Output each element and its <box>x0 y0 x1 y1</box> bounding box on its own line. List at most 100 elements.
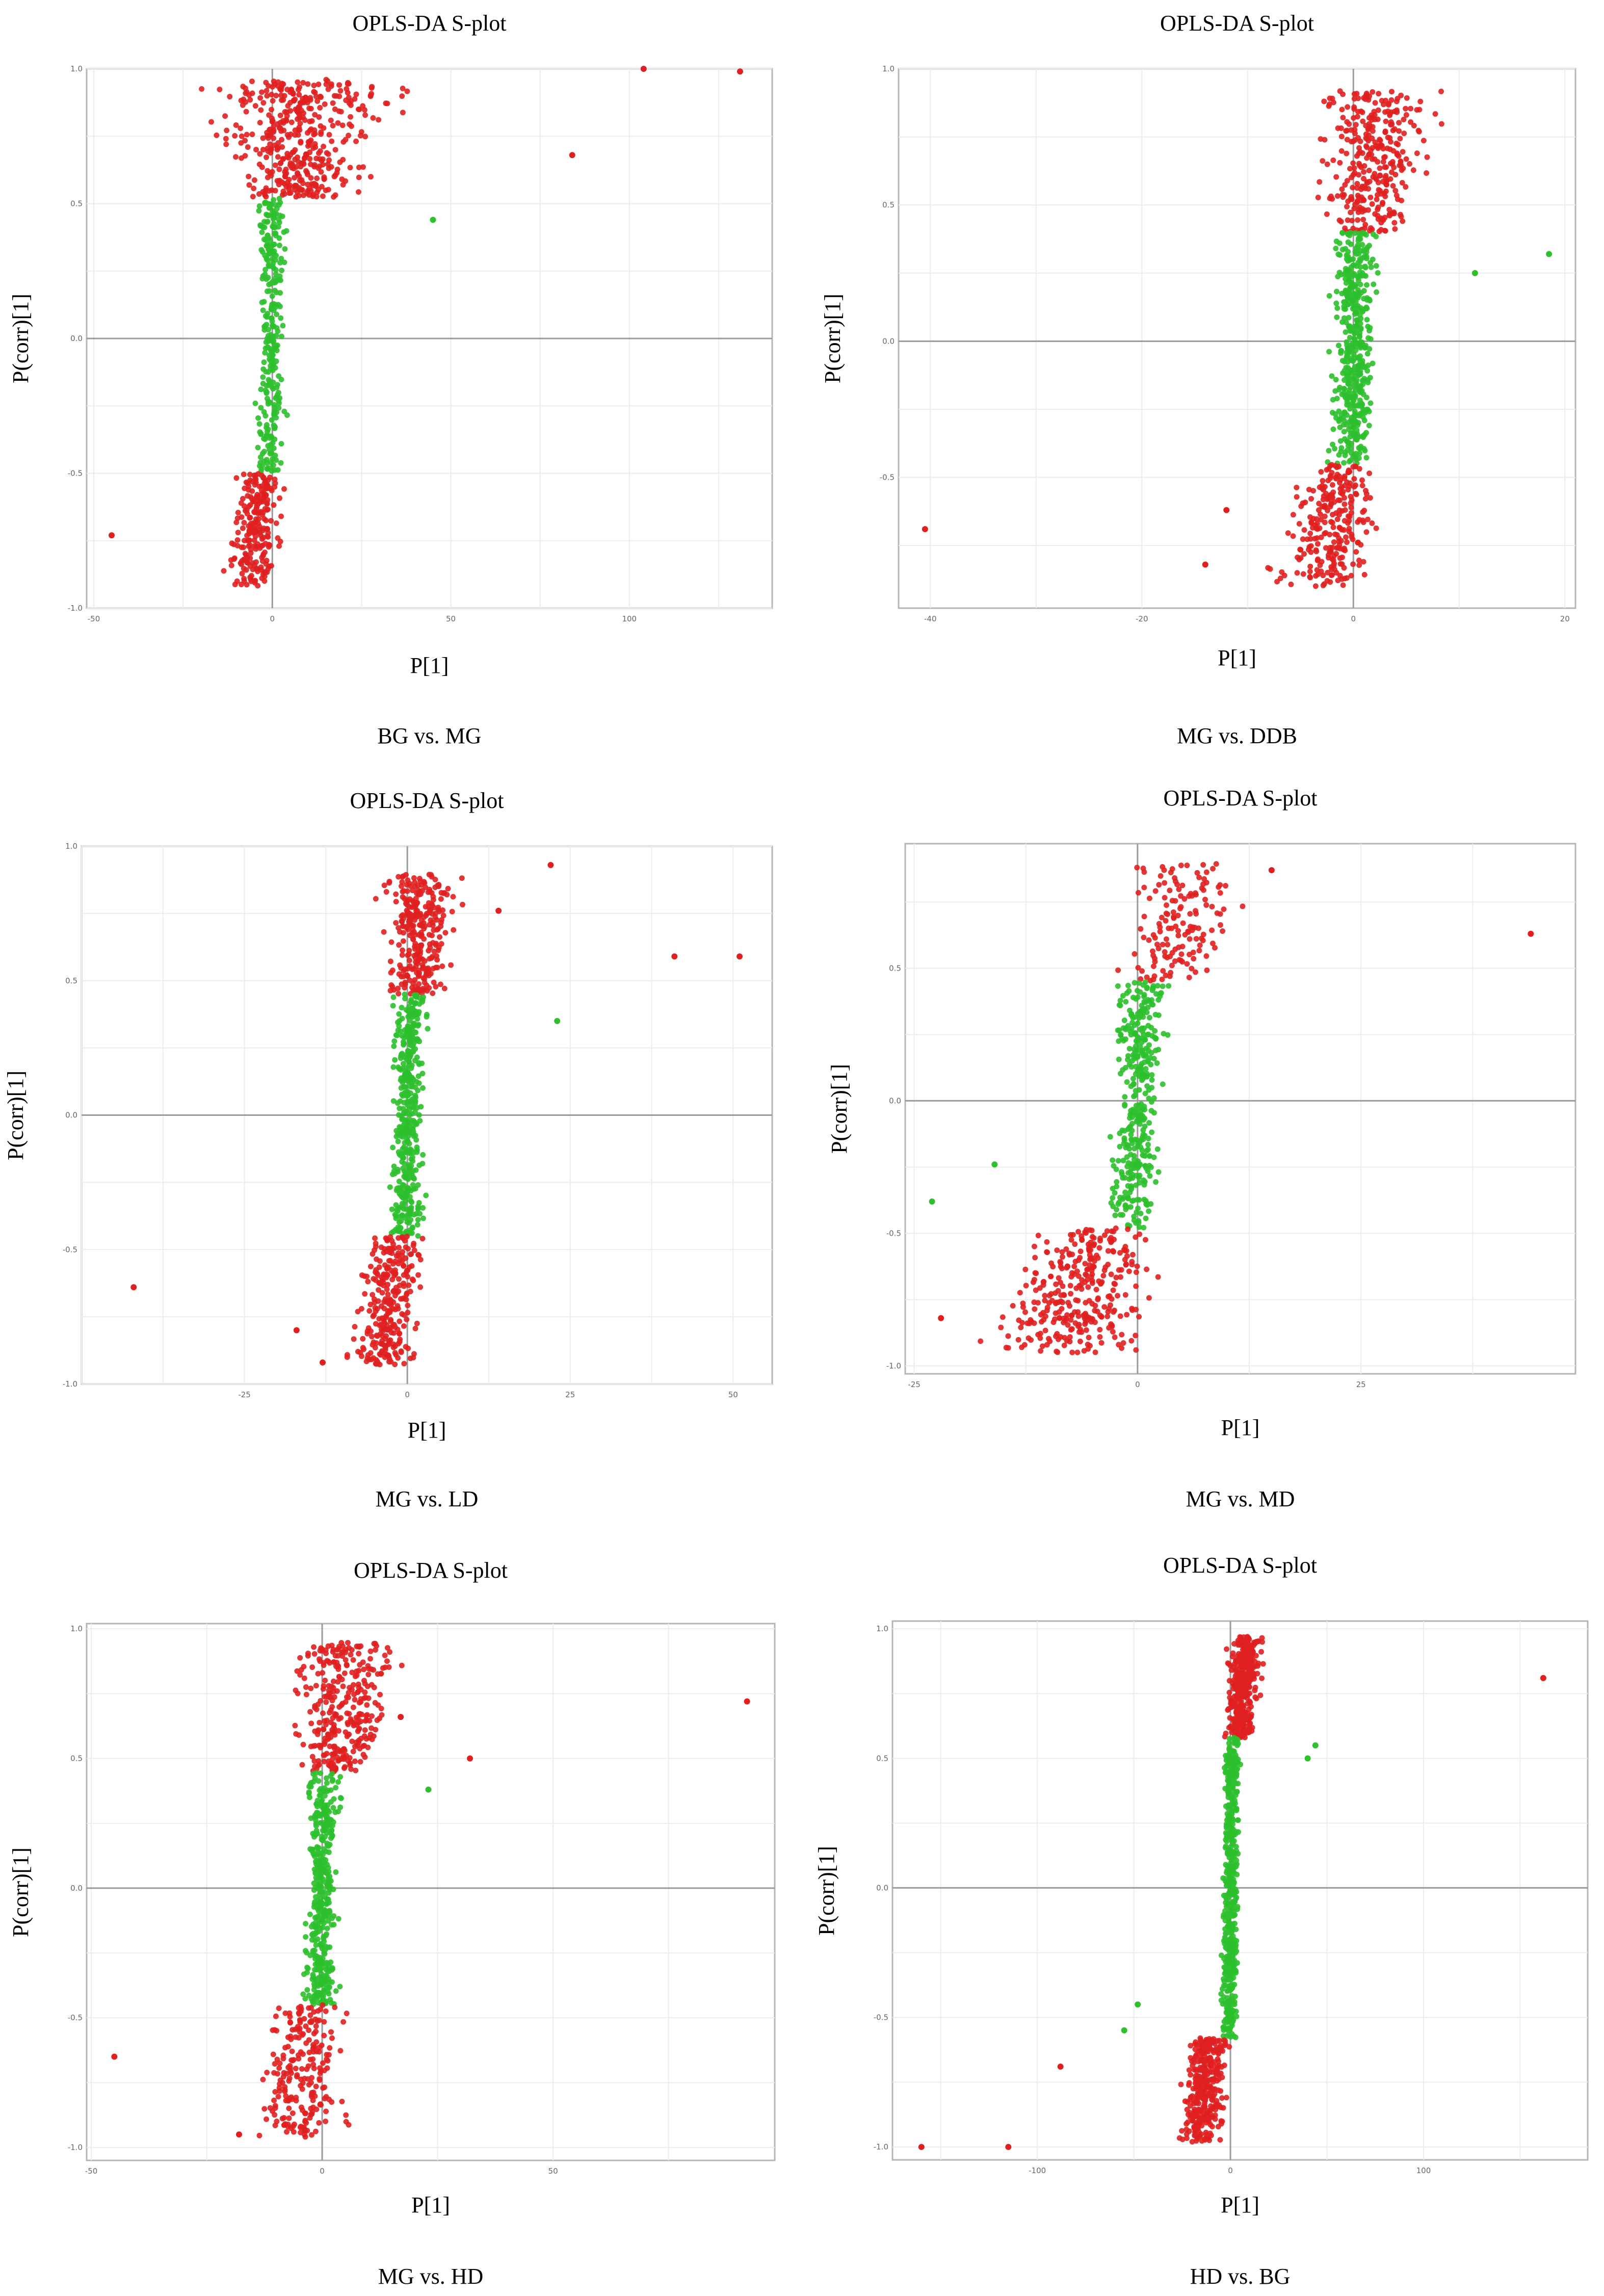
data-point <box>1336 538 1342 544</box>
data-point <box>275 154 281 160</box>
data-point <box>1328 549 1334 555</box>
data-point <box>253 146 259 152</box>
data-point <box>1355 192 1361 198</box>
data-point <box>1339 247 1346 253</box>
data-point <box>1347 285 1353 291</box>
data-point <box>1335 273 1341 279</box>
data-point <box>326 1683 332 1689</box>
data-point <box>257 120 263 126</box>
data-point <box>1353 251 1359 257</box>
data-point <box>1382 174 1388 180</box>
data-point <box>1392 188 1399 194</box>
panel-caption: MG vs. DDB <box>1177 723 1297 748</box>
data-point <box>1340 488 1346 494</box>
data-point <box>343 2112 349 2118</box>
data-point <box>285 2034 291 2040</box>
data-point <box>329 1704 335 1710</box>
data-point <box>340 181 346 188</box>
data-point <box>382 1652 388 1658</box>
data-point <box>255 471 261 477</box>
data-point <box>1403 156 1409 162</box>
data-point <box>303 1921 309 1927</box>
data-point <box>1325 569 1331 576</box>
data-point <box>260 135 266 141</box>
data-point <box>331 1729 337 1735</box>
data-point <box>1392 172 1399 178</box>
data-point <box>309 181 315 187</box>
data-point <box>321 1727 327 1733</box>
data-point <box>1339 91 1346 97</box>
data-point <box>260 147 266 153</box>
x-axis-label: P[1] <box>410 653 449 678</box>
data-point <box>258 487 265 493</box>
data-point <box>1340 414 1346 421</box>
data-point <box>1350 396 1356 402</box>
data-point <box>399 1662 405 1668</box>
data-point <box>1389 159 1396 165</box>
data-point <box>323 2108 329 2115</box>
data-point <box>323 1775 329 1781</box>
data-point <box>1344 127 1350 134</box>
data-point <box>1336 452 1342 458</box>
data-point <box>269 315 275 321</box>
data-point <box>332 1809 338 1815</box>
data-point <box>307 95 313 101</box>
data-point <box>258 107 264 113</box>
data-point <box>264 154 270 161</box>
data-point <box>271 412 277 418</box>
data-point <box>311 2065 317 2071</box>
data-point <box>295 170 301 176</box>
data-point <box>331 1922 337 1928</box>
data-point <box>314 98 321 104</box>
data-point <box>1329 519 1335 526</box>
data-point <box>1345 258 1351 264</box>
data-point <box>1368 194 1374 200</box>
data-point <box>320 1670 326 1676</box>
data-point <box>246 528 252 534</box>
data-point <box>1340 115 1346 121</box>
data-point <box>1381 190 1387 196</box>
data-point <box>1327 95 1333 101</box>
y-tick-label: -1.0 <box>68 2143 83 2152</box>
data-point <box>269 301 275 307</box>
data-point <box>1307 568 1313 575</box>
data-point <box>1346 426 1352 432</box>
data-point <box>304 170 310 176</box>
data-point <box>1294 494 1300 500</box>
y-tick-label: 1.0 <box>882 64 895 73</box>
data-point <box>1307 531 1313 537</box>
data-point <box>337 1804 344 1810</box>
data-point <box>1326 466 1332 472</box>
data-point <box>288 119 295 125</box>
data-point <box>1341 565 1347 571</box>
data-point <box>258 405 264 411</box>
data-point <box>323 1880 329 1886</box>
data-point <box>328 1835 334 1841</box>
data-point <box>1337 252 1343 258</box>
data-point <box>1363 143 1369 149</box>
data-point <box>318 1744 324 1751</box>
data-point <box>330 1678 336 1684</box>
data-point <box>1363 491 1370 497</box>
data-point <box>328 1817 334 1823</box>
data-point <box>1351 106 1357 112</box>
data-point <box>323 2008 329 2014</box>
data-point <box>305 181 311 188</box>
data-point <box>292 96 298 102</box>
data-point <box>1334 305 1340 311</box>
data-point <box>304 1949 310 1955</box>
data-point <box>1342 518 1348 524</box>
data-point <box>399 93 405 99</box>
data-point <box>299 1762 305 1768</box>
data-point <box>1346 468 1352 475</box>
data-point <box>325 187 331 193</box>
data-point <box>246 173 252 179</box>
data-point <box>325 78 331 84</box>
data-point <box>348 1652 354 1658</box>
data-point <box>352 1758 358 1764</box>
data-point <box>1357 264 1363 270</box>
data-point <box>1343 319 1349 325</box>
data-point <box>1346 273 1352 279</box>
data-point <box>283 118 290 124</box>
data-point <box>337 1774 344 1780</box>
